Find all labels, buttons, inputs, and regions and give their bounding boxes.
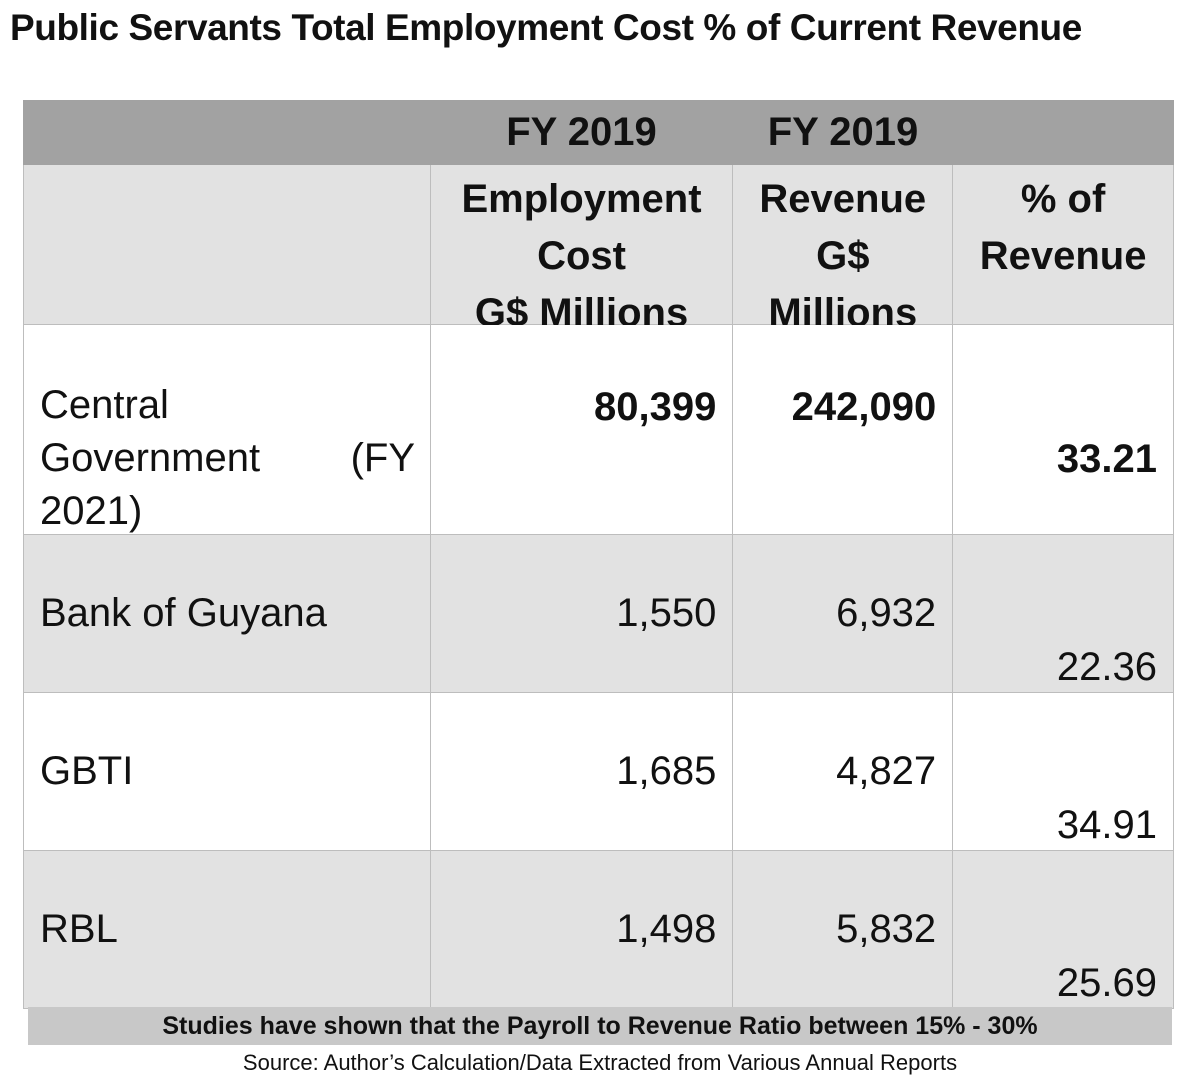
row-label-line: (FY <box>350 436 415 480</box>
revenue-value: 5,832 <box>836 907 937 951</box>
pct-revenue-value: 25.69 <box>1056 961 1157 1005</box>
row-label-cell: Central Government (FY 2021) <box>24 325 431 534</box>
header-line: % of <box>1020 177 1106 221</box>
payroll-ratio-note: Studies have shown that the Payroll to R… <box>28 1007 1172 1045</box>
revenue-value: 6,932 <box>836 591 937 635</box>
row-label-cell: RBL <box>24 851 431 1008</box>
pct-revenue-value: 34.91 <box>1056 803 1157 847</box>
source-note: Source: Author’s Calculation/Data Extrac… <box>242 1050 958 1075</box>
header-line: Revenue <box>759 177 927 221</box>
table-row: Bank of Guyana 1,550 6,932 22.36 <box>24 535 1174 693</box>
employment-cost-cell: 1,685 <box>431 693 734 850</box>
header-line: Employment <box>461 177 702 221</box>
employment-cost-value: 1,498 <box>616 907 717 951</box>
employment-cost-cell: 1,498 <box>431 851 734 1008</box>
column-header-employment-cost: Employment Cost G$ Millions <box>431 165 734 335</box>
chart-title: Public Servants Total Employment Cost % … <box>10 7 1082 48</box>
revenue-cell: 4,827 <box>733 693 954 850</box>
employment-cost-value: 1,685 <box>616 749 717 793</box>
table-grid: Employment Cost G$ Millions Revenue G$ M… <box>23 165 1174 1009</box>
employment-cost-table: FY 2019 FY 2019 Employment Cost G$ Milli… <box>23 100 1174 1009</box>
header-line: G$ <box>816 234 870 278</box>
row-label-line: Government <box>40 436 261 480</box>
employment-cost-value: 1,550 <box>616 591 717 635</box>
row-label-cell: GBTI <box>24 693 431 850</box>
pct-revenue-cell: 25.69 <box>953 851 1174 1008</box>
column-header-pct-revenue: % of Revenue <box>953 165 1174 324</box>
header-line: Revenue <box>979 234 1147 278</box>
row-label: GBTI <box>40 749 134 793</box>
fiscal-year-header-employment: FY 2019 <box>506 110 657 154</box>
fiscal-year-header-revenue: FY 2019 <box>767 110 919 154</box>
revenue-value: 4,827 <box>836 749 937 793</box>
row-label-line: Central <box>40 383 169 427</box>
pct-revenue-value: 22.36 <box>1056 645 1157 689</box>
row-label: Bank of Guyana <box>40 591 327 635</box>
column-header-entity <box>24 165 431 324</box>
column-header-revenue: Revenue G$ Millions <box>733 165 954 335</box>
revenue-cell: 242,090 <box>733 325 954 534</box>
table-row: Central Government (FY 2021) 80,399 242,… <box>24 325 1174 535</box>
employment-cost-cell: 80,399 <box>431 325 734 534</box>
row-label-cell: Bank of Guyana <box>24 535 431 692</box>
column-header-row: Employment Cost G$ Millions Revenue G$ M… <box>24 165 1174 335</box>
table-row: GBTI 1,685 4,827 34.91 <box>24 693 1174 851</box>
pct-revenue-value: 33.21 <box>1056 437 1157 481</box>
revenue-value: 242,090 <box>791 385 937 429</box>
employment-cost-value: 80,399 <box>594 385 717 429</box>
employment-cost-cell: 1,550 <box>431 535 734 692</box>
row-label: RBL <box>40 907 118 951</box>
row-label-line: 2021) <box>40 489 143 533</box>
table-row: RBL 1,498 5,832 25.69 <box>24 851 1174 1009</box>
pct-revenue-cell: 22.36 <box>953 535 1174 692</box>
header-line: Cost <box>537 234 626 278</box>
fiscal-year-band: FY 2019 FY 2019 <box>23 100 1174 165</box>
revenue-cell: 6,932 <box>733 535 954 692</box>
revenue-cell: 5,832 <box>733 851 954 1008</box>
pct-revenue-cell: 33.21 <box>953 325 1174 534</box>
pct-revenue-cell: 34.91 <box>953 693 1174 850</box>
